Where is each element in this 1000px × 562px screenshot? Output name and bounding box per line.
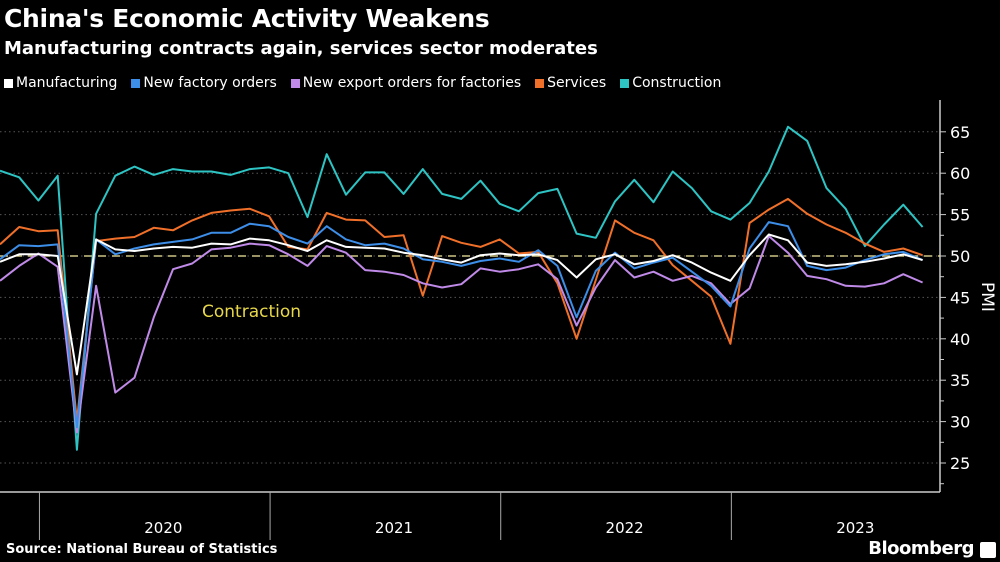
x-tick-label: 2022 <box>606 519 644 537</box>
series-line-construction <box>0 125 924 451</box>
y-tick-label: 65 <box>950 123 970 142</box>
y-tick-label: 40 <box>950 330 970 349</box>
chart-title: China's Economic Activity Weakens <box>4 4 490 33</box>
legend-label: Services <box>547 75 607 91</box>
y-tick-label: 60 <box>950 164 970 183</box>
legend-label: Construction <box>632 75 722 91</box>
y-tick-label: 45 <box>950 288 970 307</box>
legend-item-new-factory-orders: New factory orders <box>131 75 277 91</box>
legend-swatch <box>4 78 13 88</box>
legend-item-new-export-orders: New export orders for factories <box>290 75 522 91</box>
legend-swatch <box>131 78 141 88</box>
legend-label: New export orders for factories <box>302 75 522 91</box>
legend-swatch <box>620 78 630 88</box>
x-tick-label: 2023 <box>836 519 874 537</box>
y-tick-label: 30 <box>950 413 970 432</box>
legend-label: New factory orders <box>143 75 277 91</box>
legend-item-construction: Construction <box>620 75 721 91</box>
x-tick-label: 2021 <box>375 519 413 537</box>
source-note: Source: National Bureau of Statistics <box>6 542 278 557</box>
y-tick-label: 50 <box>950 247 970 266</box>
legend-label: Manufacturing <box>16 75 118 91</box>
series-line-new-export-orders-for-factories <box>0 235 923 434</box>
legend-swatch <box>535 78 545 88</box>
bloomberg-logo-icon <box>980 542 996 558</box>
y-axis-label: PMI <box>977 282 997 312</box>
chart-subtitle: Manufacturing contracts again, services … <box>4 38 598 59</box>
series-line-services <box>0 197 923 422</box>
y-tick-label: 55 <box>950 206 970 225</box>
series-line-new-factory-orders <box>0 221 923 429</box>
brand-name: Bloomberg <box>868 538 974 559</box>
legend-swatch <box>290 78 300 88</box>
legend-item-services: Services <box>535 75 606 91</box>
annotation-contraction: Contraction <box>202 302 301 322</box>
y-tick-label: 25 <box>950 454 970 473</box>
legend-item-manufacturing: Manufacturing <box>4 75 117 91</box>
y-tick-label: 35 <box>950 371 970 390</box>
x-tick-label: 2020 <box>144 519 182 537</box>
legend: Manufacturing New factory orders New exp… <box>4 75 721 91</box>
series-line-manufacturing <box>0 233 923 376</box>
